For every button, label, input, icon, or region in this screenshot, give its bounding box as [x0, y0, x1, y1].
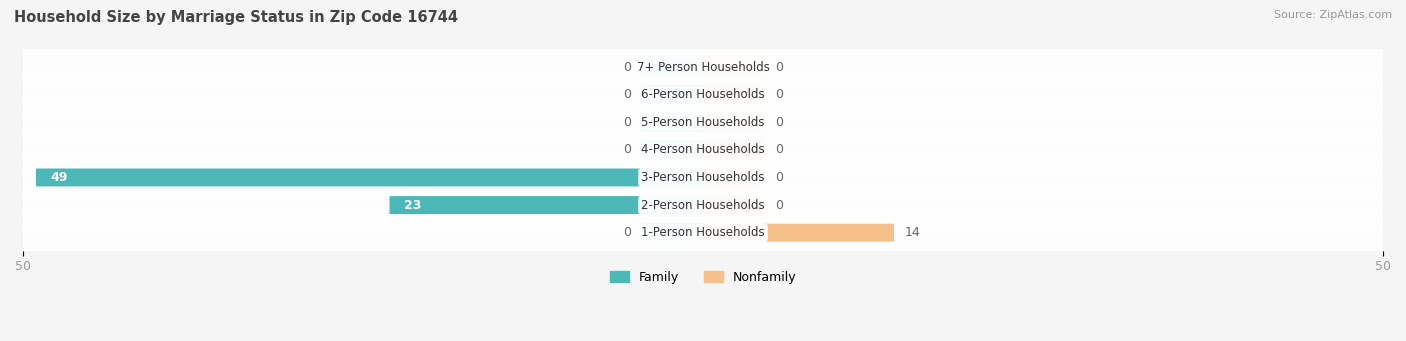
Text: Source: ZipAtlas.com: Source: ZipAtlas.com	[1274, 10, 1392, 20]
FancyBboxPatch shape	[703, 58, 765, 76]
Legend: Family, Nonfamily: Family, Nonfamily	[605, 266, 801, 289]
FancyBboxPatch shape	[703, 168, 765, 187]
Text: 1-Person Households: 1-Person Households	[641, 226, 765, 239]
FancyBboxPatch shape	[703, 86, 765, 104]
Text: 49: 49	[51, 171, 67, 184]
FancyBboxPatch shape	[18, 73, 1388, 116]
FancyBboxPatch shape	[641, 86, 703, 104]
FancyBboxPatch shape	[18, 101, 1388, 144]
Text: 0: 0	[623, 116, 631, 129]
FancyBboxPatch shape	[18, 211, 1388, 254]
FancyBboxPatch shape	[703, 141, 765, 159]
Text: 7+ Person Households: 7+ Person Households	[637, 61, 769, 74]
Text: 0: 0	[623, 226, 631, 239]
Text: 5-Person Households: 5-Person Households	[641, 116, 765, 129]
Text: 0: 0	[775, 61, 783, 74]
Text: 0: 0	[775, 143, 783, 157]
FancyBboxPatch shape	[703, 196, 765, 214]
Text: 0: 0	[623, 61, 631, 74]
Text: 23: 23	[404, 198, 422, 211]
Text: 0: 0	[623, 143, 631, 157]
Text: 14: 14	[904, 226, 920, 239]
Text: 0: 0	[775, 198, 783, 211]
FancyBboxPatch shape	[641, 58, 703, 76]
Text: 2-Person Households: 2-Person Households	[641, 198, 765, 211]
FancyBboxPatch shape	[703, 113, 765, 131]
FancyBboxPatch shape	[641, 141, 703, 159]
FancyBboxPatch shape	[703, 224, 894, 242]
FancyBboxPatch shape	[18, 156, 1388, 199]
Text: 0: 0	[775, 171, 783, 184]
Text: Household Size by Marriage Status in Zip Code 16744: Household Size by Marriage Status in Zip…	[14, 10, 458, 25]
FancyBboxPatch shape	[641, 113, 703, 131]
Text: 0: 0	[775, 116, 783, 129]
FancyBboxPatch shape	[37, 168, 703, 187]
FancyBboxPatch shape	[389, 196, 703, 214]
Text: 3-Person Households: 3-Person Households	[641, 171, 765, 184]
FancyBboxPatch shape	[18, 46, 1388, 88]
FancyBboxPatch shape	[18, 129, 1388, 171]
Text: 6-Person Households: 6-Person Households	[641, 88, 765, 101]
Text: 0: 0	[623, 88, 631, 101]
FancyBboxPatch shape	[641, 224, 703, 242]
FancyBboxPatch shape	[18, 184, 1388, 226]
Text: 0: 0	[775, 88, 783, 101]
Text: 4-Person Households: 4-Person Households	[641, 143, 765, 157]
